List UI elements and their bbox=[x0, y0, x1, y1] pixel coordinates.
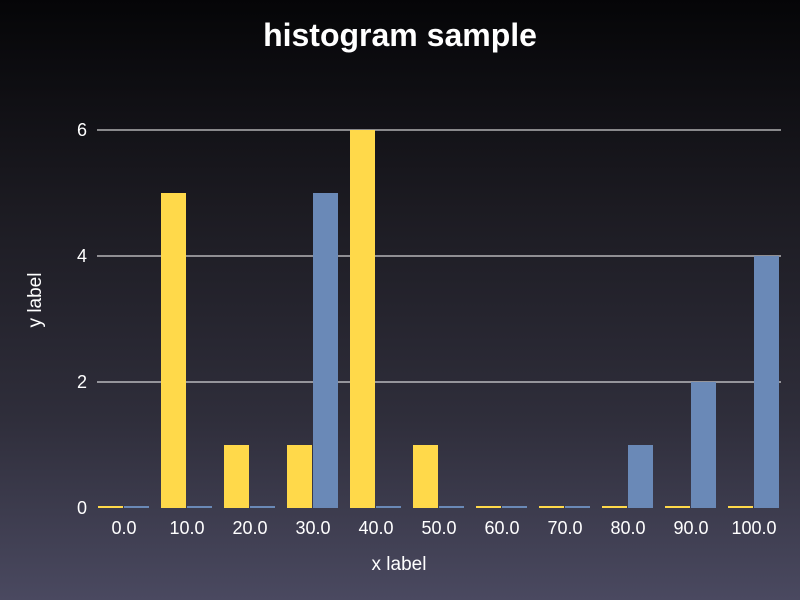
x-tick-label: 80.0 bbox=[610, 518, 645, 538]
bar-series-1-70.0 bbox=[539, 506, 564, 508]
x-axis-label: x label bbox=[372, 554, 427, 575]
bar-series-2-70.0 bbox=[565, 506, 590, 508]
x-tick-label: 100.0 bbox=[731, 518, 776, 538]
x-tick-label: 70.0 bbox=[547, 518, 582, 538]
bar-series-2-90.0 bbox=[691, 382, 716, 508]
y-tick-label: 2 bbox=[77, 372, 87, 392]
y-tick-labels: 0 2 4 6 bbox=[77, 120, 87, 518]
bar-series-1-10.0 bbox=[161, 193, 186, 508]
bars-layer bbox=[98, 130, 779, 508]
y-tick-label: 0 bbox=[77, 498, 87, 518]
y-axis-label: y label bbox=[25, 273, 46, 328]
bar-series-1-80.0 bbox=[602, 506, 627, 508]
bar-series-2-50.0 bbox=[439, 506, 464, 508]
x-tick-label: 0.0 bbox=[111, 518, 136, 538]
bar-series-2-40.0 bbox=[376, 506, 401, 508]
bar-series-1-30.0 bbox=[287, 445, 312, 508]
x-tick-label: 60.0 bbox=[484, 518, 519, 538]
x-tick-label: 50.0 bbox=[421, 518, 456, 538]
bar-series-2-30.0 bbox=[313, 193, 338, 508]
x-tick-label: 10.0 bbox=[169, 518, 204, 538]
x-tick-label: 30.0 bbox=[295, 518, 330, 538]
grid-layer bbox=[97, 129, 781, 383]
bar-series-2-20.0 bbox=[250, 506, 275, 508]
bar-series-1-50.0 bbox=[413, 445, 438, 508]
bar-series-1-100.0 bbox=[728, 506, 753, 508]
bar-series-2-10.0 bbox=[187, 506, 212, 508]
x-tick-label: 20.0 bbox=[232, 518, 267, 538]
bar-series-2-0.0 bbox=[124, 506, 149, 508]
bar-series-1-90.0 bbox=[665, 506, 690, 508]
x-tick-labels: 0.0 10.0 20.0 30.0 40.0 50.0 60.0 70.0 80.0 90.0 1… bbox=[111, 518, 776, 538]
x-tick-label: 90.0 bbox=[673, 518, 708, 538]
x-tick-label: 40.0 bbox=[358, 518, 393, 538]
bar-series-1-20.0 bbox=[224, 445, 249, 508]
bar-series-1-40.0 bbox=[350, 130, 375, 508]
bar-series-2-100.0 bbox=[754, 256, 779, 508]
chart-title: histogram sample bbox=[263, 17, 537, 53]
bar-series-2-60.0 bbox=[502, 506, 527, 508]
bar-series-1-60.0 bbox=[476, 506, 501, 508]
y-tick-label: 6 bbox=[77, 120, 87, 140]
bar-series-2-80.0 bbox=[628, 445, 653, 508]
y-tick-label: 4 bbox=[77, 246, 87, 266]
bar-series-1-0.0 bbox=[98, 506, 123, 508]
